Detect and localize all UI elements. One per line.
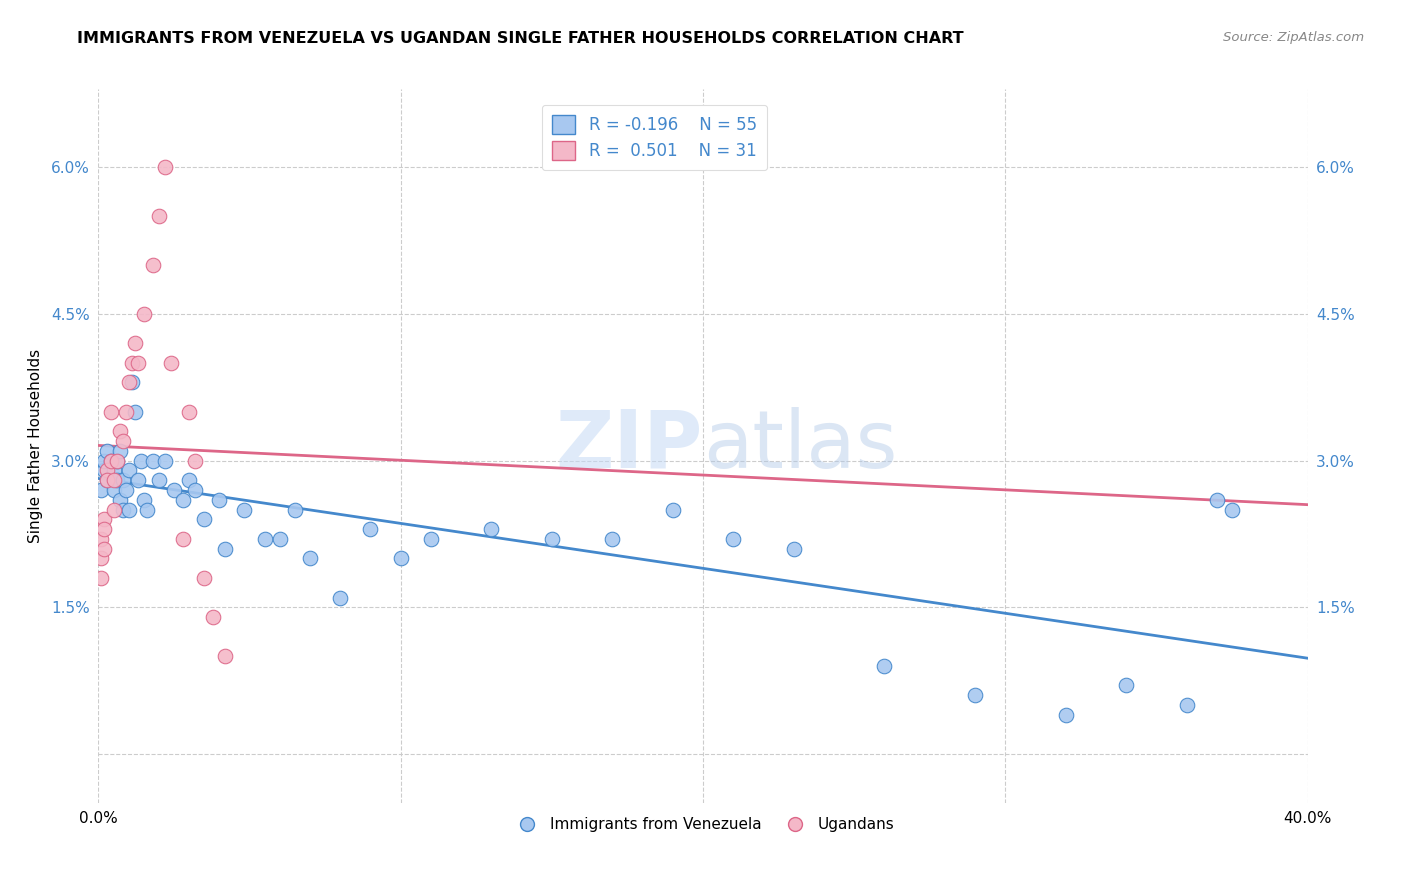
Point — [214, 541, 236, 556]
Point — [90, 483, 112, 497]
Point — [783, 541, 806, 556]
Point — [96, 443, 118, 458]
Point — [93, 512, 115, 526]
Point — [253, 532, 276, 546]
Point — [124, 336, 146, 351]
Point — [214, 649, 236, 664]
Point — [184, 483, 207, 497]
Point — [172, 492, 194, 507]
Text: Source: ZipAtlas.com: Source: ZipAtlas.com — [1223, 31, 1364, 45]
Point — [299, 551, 322, 566]
Point — [172, 532, 194, 546]
Point — [148, 473, 170, 487]
Point — [127, 356, 149, 370]
Point — [232, 502, 254, 516]
Point — [105, 473, 128, 487]
Point — [93, 522, 115, 536]
Point — [329, 591, 352, 605]
Point — [121, 356, 143, 370]
Point — [148, 209, 170, 223]
Point — [153, 161, 176, 175]
Point — [284, 502, 307, 516]
Point — [124, 405, 146, 419]
Text: atlas: atlas — [703, 407, 897, 485]
Point — [873, 659, 896, 673]
Point — [103, 473, 125, 487]
Point — [179, 405, 201, 419]
Point — [153, 453, 176, 467]
Point — [90, 551, 112, 566]
Point — [114, 483, 136, 497]
Point — [661, 502, 683, 516]
Point — [103, 502, 125, 516]
Point — [108, 425, 131, 439]
Point — [127, 473, 149, 487]
Point — [105, 453, 128, 467]
Point — [1206, 492, 1229, 507]
Point — [114, 405, 136, 419]
Point — [193, 512, 215, 526]
Point — [360, 522, 382, 536]
Point — [111, 434, 134, 449]
Point — [108, 492, 131, 507]
Point — [723, 532, 745, 546]
Point — [100, 405, 122, 419]
Point — [420, 532, 443, 546]
Point — [179, 473, 201, 487]
Point — [132, 492, 155, 507]
Point — [90, 571, 112, 585]
Point — [602, 532, 624, 546]
Point — [96, 473, 118, 487]
Point — [118, 502, 141, 516]
Point — [1175, 698, 1198, 712]
Point — [118, 463, 141, 477]
Point — [160, 356, 183, 370]
Point — [132, 307, 155, 321]
Point — [129, 453, 152, 467]
Point — [208, 492, 231, 507]
Point — [142, 453, 165, 467]
Point — [105, 453, 128, 467]
Text: IMMIGRANTS FROM VENEZUELA VS UGANDAN SINGLE FATHER HOUSEHOLDS CORRELATION CHART: IMMIGRANTS FROM VENEZUELA VS UGANDAN SIN… — [77, 31, 965, 46]
Point — [202, 610, 225, 624]
Point — [111, 502, 134, 516]
Point — [108, 443, 131, 458]
Point — [93, 453, 115, 467]
Text: ZIP: ZIP — [555, 407, 703, 485]
Point — [103, 463, 125, 477]
Point — [1115, 678, 1137, 692]
Point — [100, 453, 122, 467]
Point — [135, 502, 157, 516]
Point — [1220, 502, 1243, 516]
Point — [111, 473, 134, 487]
Point — [184, 453, 207, 467]
Point — [389, 551, 412, 566]
Point — [96, 463, 118, 477]
Legend: Immigrants from Venezuela, Ugandans: Immigrants from Venezuela, Ugandans — [505, 811, 901, 838]
Point — [142, 258, 165, 272]
Point — [96, 473, 118, 487]
Point — [965, 688, 987, 702]
Point — [93, 541, 115, 556]
Point — [118, 376, 141, 390]
Point — [193, 571, 215, 585]
Point — [93, 463, 115, 477]
Point — [103, 483, 125, 497]
Y-axis label: Single Father Households: Single Father Households — [28, 349, 42, 543]
Point — [1054, 707, 1077, 722]
Point — [100, 453, 122, 467]
Point — [163, 483, 186, 497]
Point — [269, 532, 291, 546]
Point — [540, 532, 562, 546]
Point — [121, 376, 143, 390]
Point — [90, 532, 112, 546]
Point — [481, 522, 503, 536]
